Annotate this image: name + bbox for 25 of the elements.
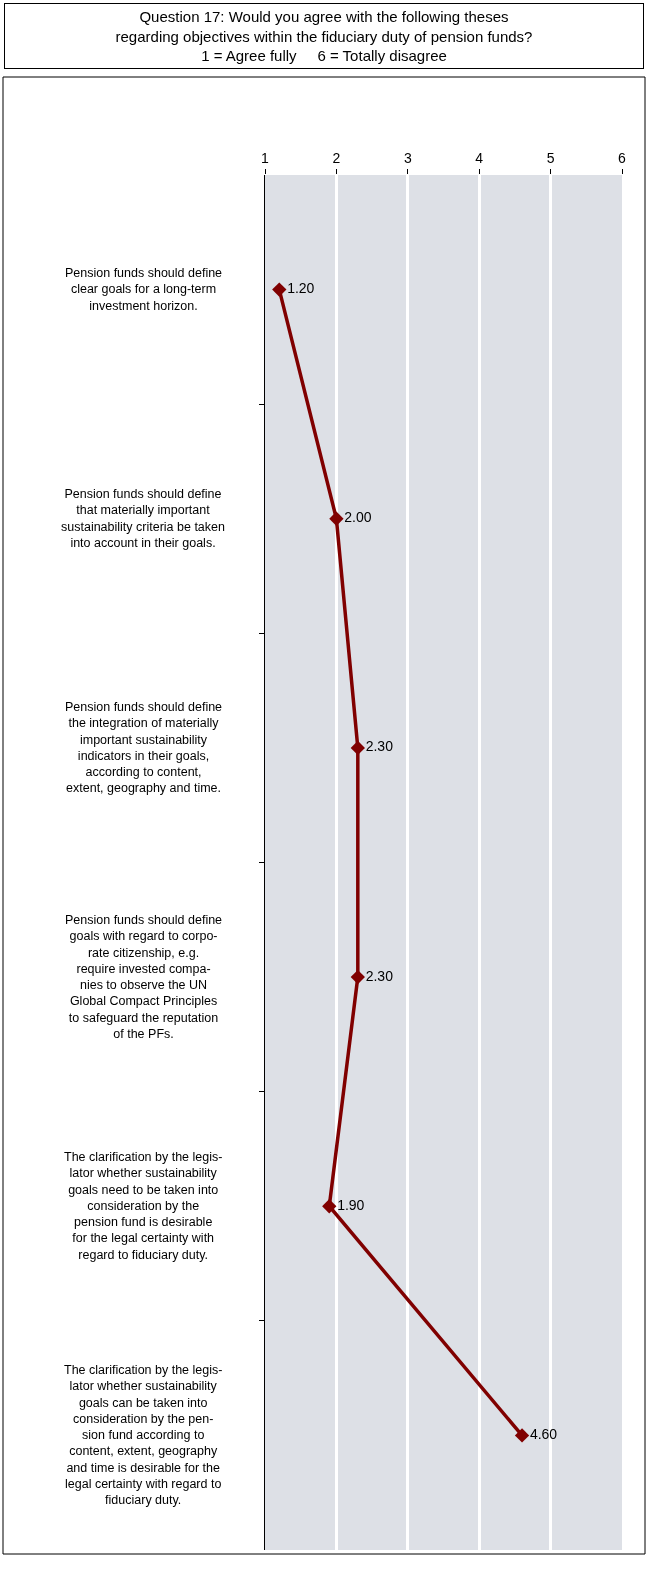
x-tick-label: 4 [475, 150, 484, 167]
x-tick-label: 1 [261, 150, 270, 167]
data-label: 2.30 [365, 738, 394, 755]
x-tick-label: 5 [546, 150, 555, 167]
point [514, 1428, 530, 1443]
point [272, 282, 287, 297]
x-tick-label: 3 [403, 150, 412, 167]
data-label: 1.90 [337, 1196, 365, 1213]
data-label: 2.30 [365, 967, 394, 984]
point [329, 511, 344, 526]
y-tick-label: Pension funds should define goals with regard to corpo- rate citizenship, e.g. require invested compa- nies to observe the UN Global Compact Principles to safeguard the reputation of the PFs. [65, 913, 223, 1041]
category-label: The clarification by the legis- lator whether sustainability goals can be taken into consideration by the pen- sion fund according to content, extent, geography and time is desirable for the legal certainty with regard to fiduciary duty. [64, 1363, 223, 1507]
y-tick-label: Pension funds should define the integration of materially important sustainability indicators in their goals, according to content, extent, geography and time. [65, 700, 223, 796]
x-tick-label: 6 [618, 150, 627, 167]
y-tick-label: Pension funds should define clear goals for a long-term investment horizon. [65, 266, 223, 313]
y-tick-label: The clarification by the legis- lator whether sustainability goals need to be taken into consideration by the pension fund is desirable for the legal certainty with regard to fiduciary duty. [64, 1150, 223, 1262]
chart-title: Question 17: Would you agree with the following theses regarding objectives within the fiduciary duty of pension funds? 1 = Agree fully 6 = Totally disagree [115, 8, 533, 64]
point [350, 740, 365, 756]
y-tick-label: Pension funds should define that materially important sustainability criteria be taken into account in their goals. [61, 487, 226, 550]
data-label: 2.00 [344, 509, 372, 526]
data-label: 4.60 [529, 1425, 558, 1442]
data-label: 1.20 [287, 280, 315, 297]
point [350, 969, 365, 985]
point [322, 1199, 337, 1214]
x-tick-label: 2 [332, 150, 341, 167]
